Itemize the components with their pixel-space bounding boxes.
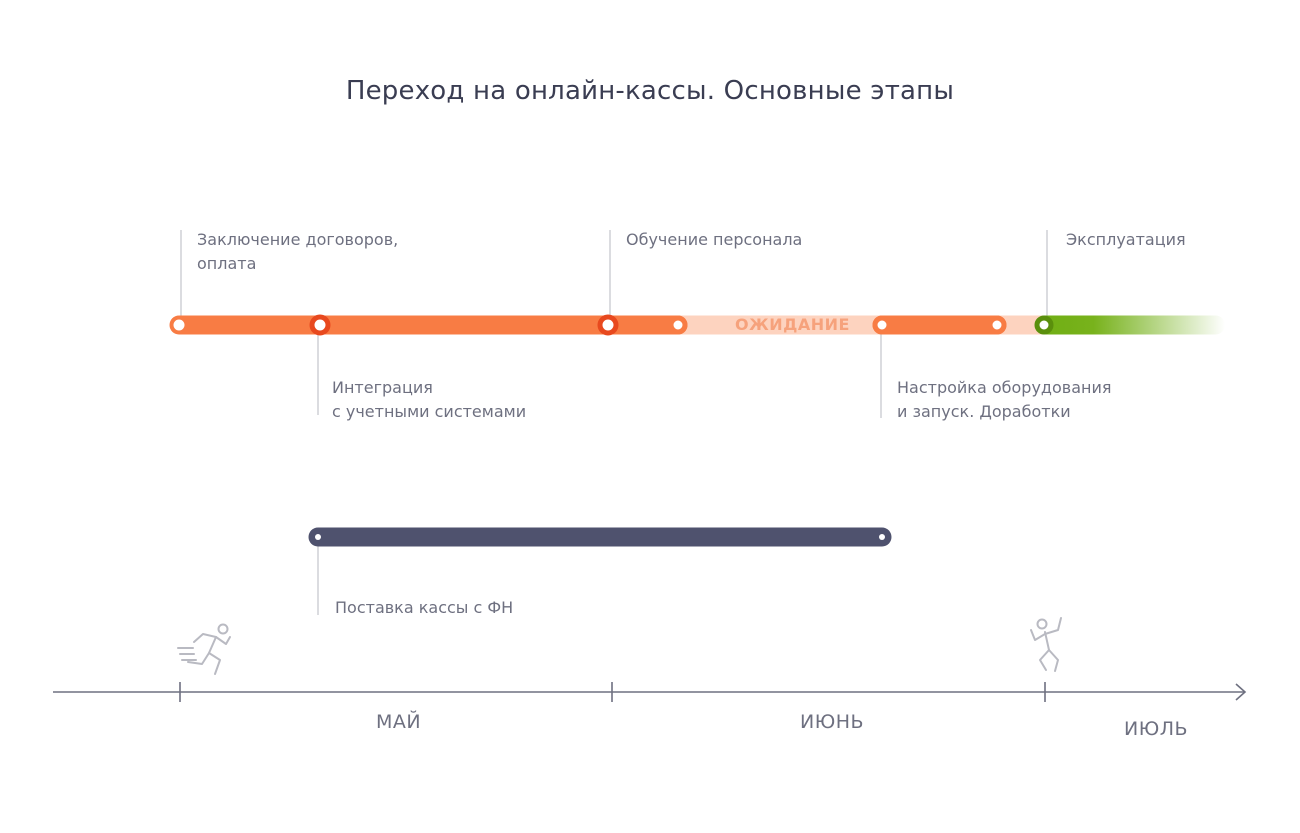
running-person-icon — [177, 623, 231, 675]
milestone-dot — [309, 314, 331, 336]
stage-label-line: оплата — [197, 254, 257, 273]
month-label-june: ИЮНЬ — [800, 711, 865, 733]
month-label-may: МАЙ — [376, 711, 422, 733]
axis-arrow-icon — [1235, 683, 1247, 701]
milestone-dot — [1034, 315, 1054, 335]
delivery-label: Поставка кассы с ФН — [335, 598, 514, 617]
stage-label-setup: Настройка оборудования и запуск. Доработ… — [897, 376, 1112, 424]
stage-label-line: Эксплуатация — [1066, 230, 1186, 249]
stage-label-operation: Эксплуатация — [1066, 228, 1186, 252]
stage-label-line: Заключение договоров, — [197, 230, 399, 249]
milestone-dot — [879, 534, 885, 540]
waiting-label: ОЖИДАНИЕ — [735, 315, 850, 334]
stage-label-line: Обучение персонала — [626, 230, 803, 249]
milestone-dot — [315, 534, 321, 540]
stage-label-contracts: Заключение договоров, оплата — [197, 228, 398, 276]
stage-label-line: Интеграция — [332, 378, 433, 397]
celebrating-person-icon — [1030, 617, 1062, 672]
milestone-dot — [597, 314, 619, 336]
stage-label-training: Обучение персонала — [626, 228, 802, 252]
stage-label-line: с учетными системами — [332, 402, 527, 421]
page-title: Переход на онлайн-кассы. Основные этапы — [345, 76, 955, 106]
milestone-dot — [170, 316, 188, 334]
milestone-dot — [987, 315, 1007, 335]
stage-label-line: и запуск. Доработки — [897, 402, 1071, 421]
month-label-july: ИЮЛЬ — [1124, 718, 1189, 740]
stage-label-integration: Интеграция с учетными системами — [332, 376, 526, 424]
operation-bar — [1037, 315, 1225, 335]
stage-label-line: Настройка оборудования — [897, 378, 1112, 397]
milestone-dot — [872, 315, 892, 335]
milestone-dot — [668, 315, 688, 335]
